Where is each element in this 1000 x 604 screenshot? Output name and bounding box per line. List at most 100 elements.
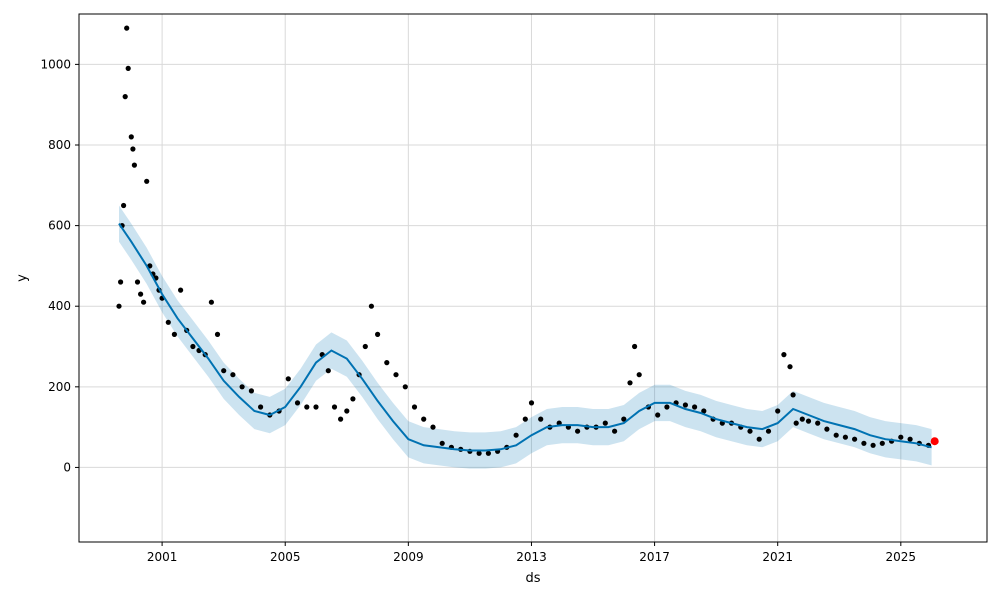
observed-point: [664, 404, 670, 410]
observed-point: [131, 162, 137, 168]
uncertainty-band-area: [119, 205, 932, 469]
observed-point: [375, 331, 381, 337]
x-tick-label: 2001: [147, 550, 178, 564]
observed-point: [304, 404, 310, 410]
observed-point: [208, 299, 214, 305]
observed-point: [411, 404, 418, 410]
observed-point: [815, 420, 821, 426]
observed-point: [214, 331, 221, 337]
observed-point: [178, 287, 184, 293]
observed-point: [190, 343, 196, 350]
observed-point: [128, 134, 134, 140]
observed-point: [636, 372, 642, 378]
y-tick-label: 800: [48, 138, 71, 152]
observed-point: [384, 360, 390, 366]
observed-point: [907, 436, 913, 442]
observed-point: [898, 434, 904, 440]
observed-point: [368, 303, 374, 309]
x-tick-label: 2005: [270, 550, 301, 564]
observed-point: [790, 392, 796, 398]
observed-points: [116, 25, 932, 456]
observed-point: [362, 343, 368, 350]
observed-point: [870, 442, 876, 448]
observed-point: [476, 450, 482, 456]
x-axis-label: ds: [525, 571, 540, 586]
x-tick-label: 2013: [516, 550, 547, 564]
plot-frame: [78, 13, 988, 543]
observed-point: [824, 426, 830, 432]
y-tick-label: 0: [63, 460, 71, 474]
y-tick-label: 400: [48, 299, 71, 313]
observed-point: [879, 440, 885, 446]
observed-point: [421, 416, 427, 422]
observed-point: [528, 400, 535, 406]
observed-point: [538, 416, 544, 422]
observed-point: [747, 428, 753, 434]
observed-point: [852, 436, 858, 442]
y-axis-ticks: 0 200 400 600 800 1000: [40, 57, 79, 474]
observed-point: [701, 408, 707, 414]
observed-point: [338, 416, 344, 422]
observed-point: [130, 146, 136, 152]
forecast-line-path: [118, 223, 932, 452]
observed-point: [621, 416, 627, 422]
highlight-point: [930, 437, 939, 446]
observed-point: [325, 368, 331, 374]
observed-point: [439, 440, 445, 446]
y-axis-label: y: [15, 274, 30, 282]
highlight-points: [930, 437, 939, 446]
observed-point: [682, 402, 689, 408]
observed-point: [805, 418, 812, 424]
observed-point: [124, 25, 130, 31]
observed-point: [522, 416, 528, 422]
observed-point: [632, 343, 638, 350]
observed-point: [430, 424, 436, 430]
observed-point: [627, 380, 633, 386]
observed-point: [165, 319, 171, 325]
observed-point: [799, 416, 805, 422]
observed-point: [833, 432, 839, 438]
x-tick-label: 2021: [762, 550, 793, 564]
observed-point: [393, 372, 399, 378]
observed-point: [171, 331, 177, 337]
x-tick-label: 2025: [886, 550, 917, 564]
y-tick-label: 1000: [40, 57, 71, 71]
uncertainty-band: [119, 205, 932, 469]
x-tick-label: 2009: [393, 550, 424, 564]
observed-point: [285, 376, 291, 382]
observed-point: [118, 279, 124, 285]
forecast-line: [118, 223, 932, 452]
observed-point: [781, 352, 787, 358]
observed-point: [331, 404, 338, 410]
observed-point: [230, 372, 236, 378]
observed-point: [344, 408, 350, 414]
y-tick-label: 600: [48, 219, 71, 233]
observed-point: [775, 408, 781, 414]
observed-point: [313, 404, 319, 410]
observed-point: [221, 368, 227, 374]
observed-point: [485, 450, 491, 456]
observed-point: [122, 94, 128, 100]
observed-point: [134, 279, 141, 285]
observed-point: [144, 178, 150, 184]
observed-point: [138, 291, 144, 297]
observed-point: [258, 404, 264, 410]
observed-point: [861, 440, 867, 446]
x-axis-ticks: 2001 2005 2009 2013 2017 2021 2025: [147, 542, 916, 564]
observed-point: [294, 400, 301, 406]
observed-point: [612, 428, 618, 434]
observed-point: [655, 412, 661, 418]
observed-point: [793, 420, 799, 426]
x-tick-label: 2017: [639, 550, 670, 564]
grid-lines: [79, 14, 987, 542]
observed-point: [692, 404, 698, 410]
y-tick-label: 200: [48, 380, 71, 394]
observed-point: [842, 434, 849, 440]
observed-point: [350, 396, 356, 402]
observed-point: [125, 65, 131, 71]
observed-point: [116, 303, 122, 309]
observed-point: [402, 384, 408, 390]
observed-point: [575, 428, 581, 434]
observed-point: [765, 428, 772, 434]
